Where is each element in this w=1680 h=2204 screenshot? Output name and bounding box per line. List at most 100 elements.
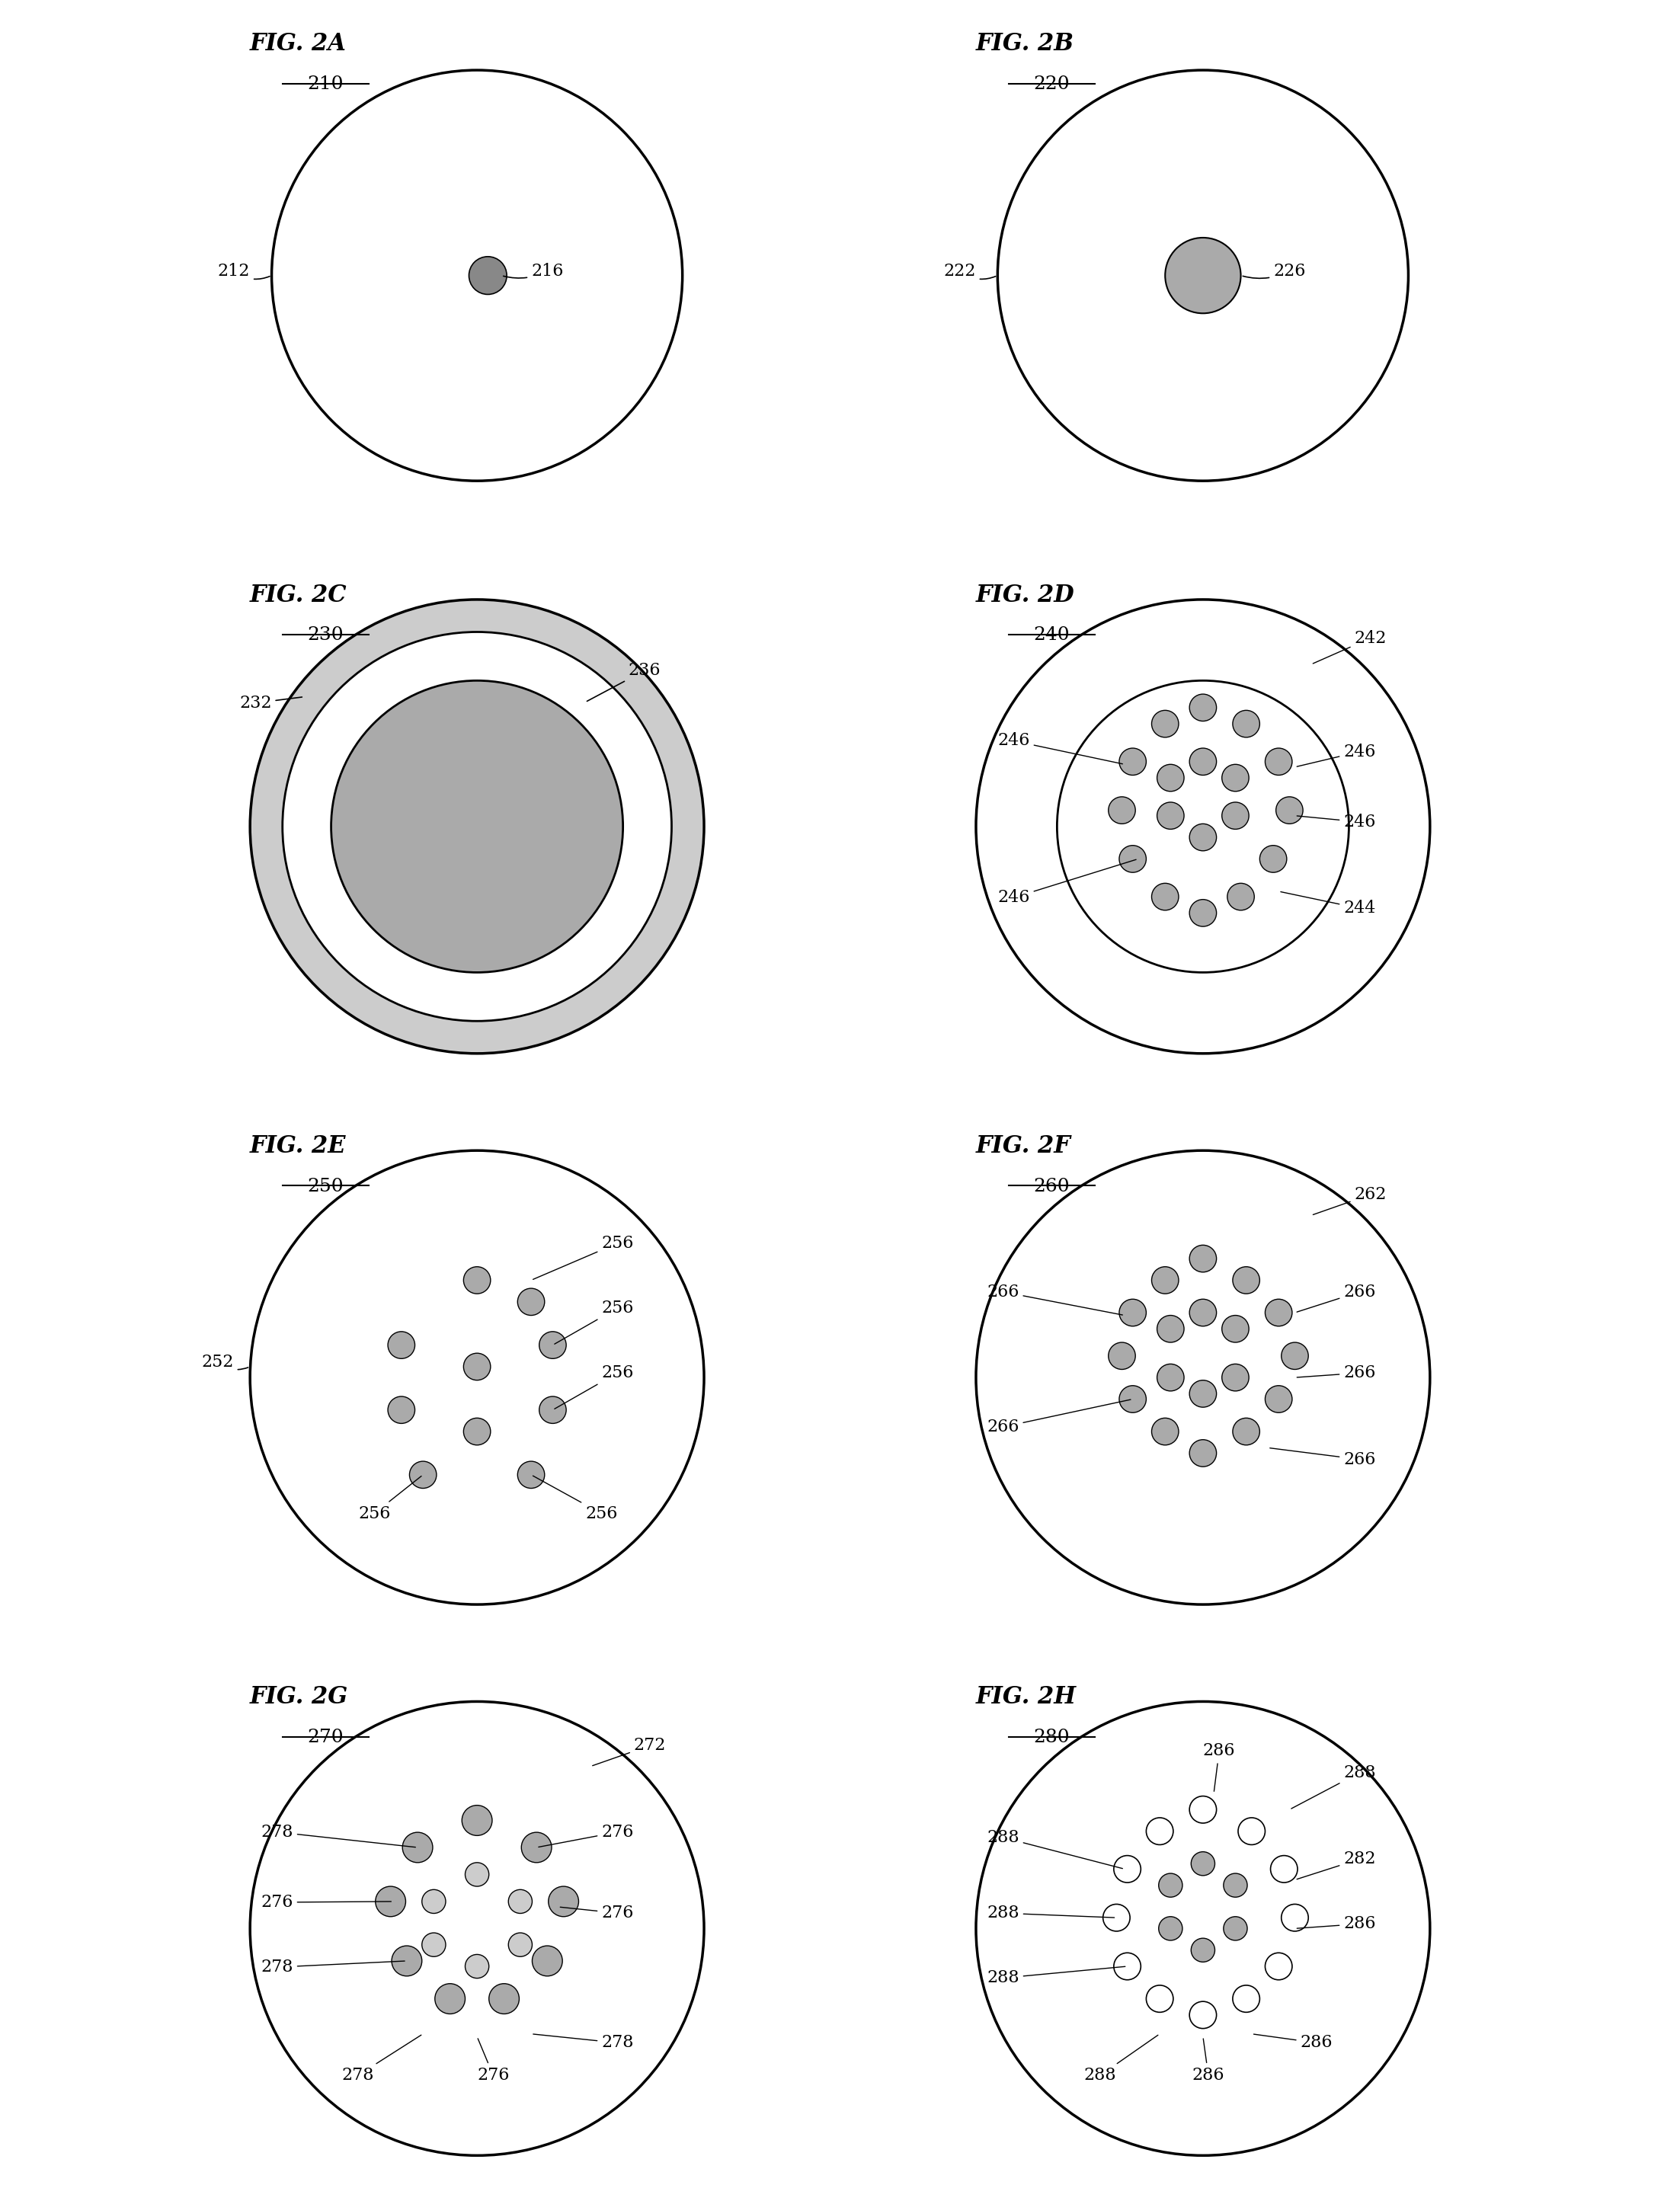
Text: 212: 212 — [218, 262, 270, 280]
Circle shape — [533, 1946, 563, 1977]
Circle shape — [1191, 1937, 1215, 1962]
Text: 280: 280 — [1033, 1728, 1070, 1746]
Circle shape — [517, 1461, 544, 1488]
Circle shape — [1146, 1986, 1173, 2012]
Text: 266: 266 — [1297, 1364, 1376, 1382]
Circle shape — [1228, 884, 1255, 910]
Text: 240: 240 — [1033, 626, 1070, 644]
Circle shape — [1189, 1245, 1216, 1272]
Text: FIG. 2G: FIG. 2G — [250, 1686, 348, 1708]
Circle shape — [1221, 802, 1248, 829]
Circle shape — [1191, 1851, 1215, 1876]
Circle shape — [521, 1832, 551, 1862]
Text: 260: 260 — [1033, 1177, 1070, 1195]
Circle shape — [465, 1862, 489, 1887]
Circle shape — [1189, 694, 1216, 721]
Text: 282: 282 — [1297, 1851, 1376, 1880]
Text: 266: 266 — [986, 1400, 1131, 1435]
Text: 276: 276 — [260, 1893, 391, 1911]
Text: FIG. 2A: FIG. 2A — [250, 33, 346, 55]
Circle shape — [1275, 798, 1304, 824]
Circle shape — [1189, 2001, 1216, 2028]
Text: 246: 246 — [1297, 813, 1376, 831]
Text: 262: 262 — [1314, 1186, 1386, 1214]
Circle shape — [1119, 1298, 1146, 1327]
Circle shape — [1189, 1380, 1216, 1406]
Circle shape — [1114, 1953, 1141, 1979]
Text: 270: 270 — [307, 1728, 344, 1746]
Circle shape — [435, 1984, 465, 2014]
Text: 244: 244 — [1280, 893, 1376, 917]
Circle shape — [1233, 710, 1260, 738]
Circle shape — [1158, 1364, 1184, 1391]
Text: FIG. 2E: FIG. 2E — [250, 1135, 346, 1157]
Text: 242: 242 — [1314, 630, 1386, 663]
Circle shape — [464, 1353, 491, 1380]
Circle shape — [1265, 1386, 1292, 1413]
Text: 278: 278 — [260, 1823, 415, 1847]
Text: 246: 246 — [998, 732, 1122, 765]
Circle shape — [1159, 1917, 1183, 1940]
Circle shape — [388, 1331, 415, 1358]
Circle shape — [1119, 747, 1146, 776]
Text: 226: 226 — [1243, 262, 1305, 280]
Circle shape — [1166, 238, 1242, 313]
Circle shape — [462, 1805, 492, 1836]
Circle shape — [1119, 846, 1146, 873]
Circle shape — [509, 1933, 533, 1957]
Text: 266: 266 — [1297, 1283, 1376, 1311]
Text: 266: 266 — [1270, 1448, 1376, 1468]
Circle shape — [1238, 1818, 1265, 1845]
Circle shape — [1158, 802, 1184, 829]
Text: 272: 272 — [593, 1737, 665, 1765]
Circle shape — [1223, 1917, 1247, 1940]
Circle shape — [1223, 1873, 1247, 1898]
Text: 252: 252 — [202, 1353, 249, 1371]
Circle shape — [1151, 1417, 1179, 1446]
Circle shape — [539, 1331, 566, 1358]
Text: 276: 276 — [539, 1823, 633, 1847]
Text: FIG. 2D: FIG. 2D — [976, 584, 1075, 606]
Circle shape — [403, 1832, 433, 1862]
Circle shape — [410, 1461, 437, 1488]
Circle shape — [1189, 899, 1216, 926]
Text: 256: 256 — [533, 1477, 618, 1521]
Text: 286: 286 — [1193, 2039, 1225, 2083]
Circle shape — [1233, 1267, 1260, 1294]
Circle shape — [1265, 1298, 1292, 1327]
Circle shape — [509, 1889, 533, 1913]
Circle shape — [1104, 1904, 1131, 1931]
Text: 288: 288 — [1292, 1763, 1376, 1809]
Text: 278: 278 — [343, 2034, 422, 2083]
Text: 232: 232 — [239, 694, 302, 712]
Text: 276: 276 — [559, 1904, 633, 1922]
Circle shape — [1159, 1873, 1183, 1898]
Text: 246: 246 — [998, 860, 1136, 906]
Circle shape — [282, 633, 672, 1020]
Circle shape — [464, 1267, 491, 1294]
Circle shape — [1233, 1417, 1260, 1446]
Circle shape — [331, 681, 623, 972]
Circle shape — [422, 1933, 445, 1957]
Circle shape — [1260, 846, 1287, 873]
Circle shape — [464, 1417, 491, 1446]
Text: 278: 278 — [260, 1959, 405, 1975]
Circle shape — [469, 256, 507, 295]
Text: 278: 278 — [533, 2034, 633, 2052]
Circle shape — [1282, 1342, 1309, 1369]
Circle shape — [388, 1397, 415, 1424]
Circle shape — [1146, 1818, 1173, 1845]
Text: 256: 256 — [554, 1300, 633, 1344]
Text: 210: 210 — [307, 75, 344, 93]
Circle shape — [539, 1397, 566, 1424]
Circle shape — [517, 1289, 544, 1316]
Circle shape — [422, 1889, 445, 1913]
Circle shape — [1233, 1986, 1260, 2012]
Text: 266: 266 — [986, 1283, 1122, 1316]
Text: 256: 256 — [533, 1234, 633, 1278]
Text: FIG. 2F: FIG. 2F — [976, 1135, 1072, 1157]
Text: 256: 256 — [554, 1364, 633, 1408]
Circle shape — [1119, 1386, 1146, 1413]
Circle shape — [1221, 765, 1248, 791]
Text: FIG. 2B: FIG. 2B — [976, 33, 1074, 55]
